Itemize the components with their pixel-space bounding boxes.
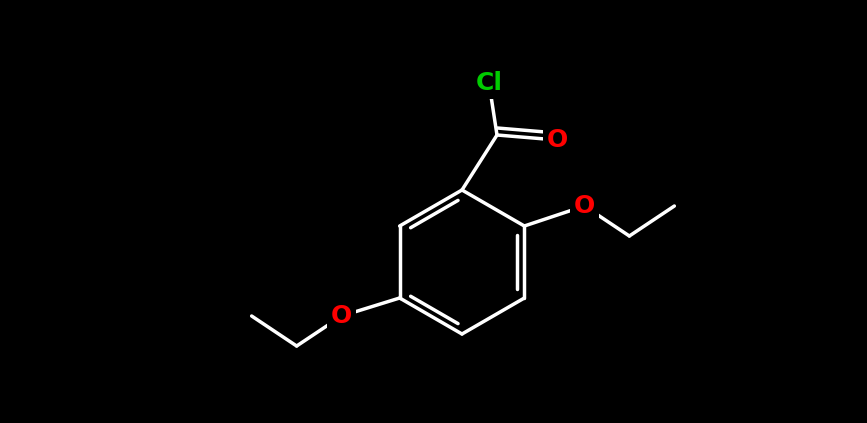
Text: O: O [574,194,595,218]
Text: O: O [546,128,568,152]
Text: O: O [331,304,352,328]
Text: Cl: Cl [475,71,503,95]
